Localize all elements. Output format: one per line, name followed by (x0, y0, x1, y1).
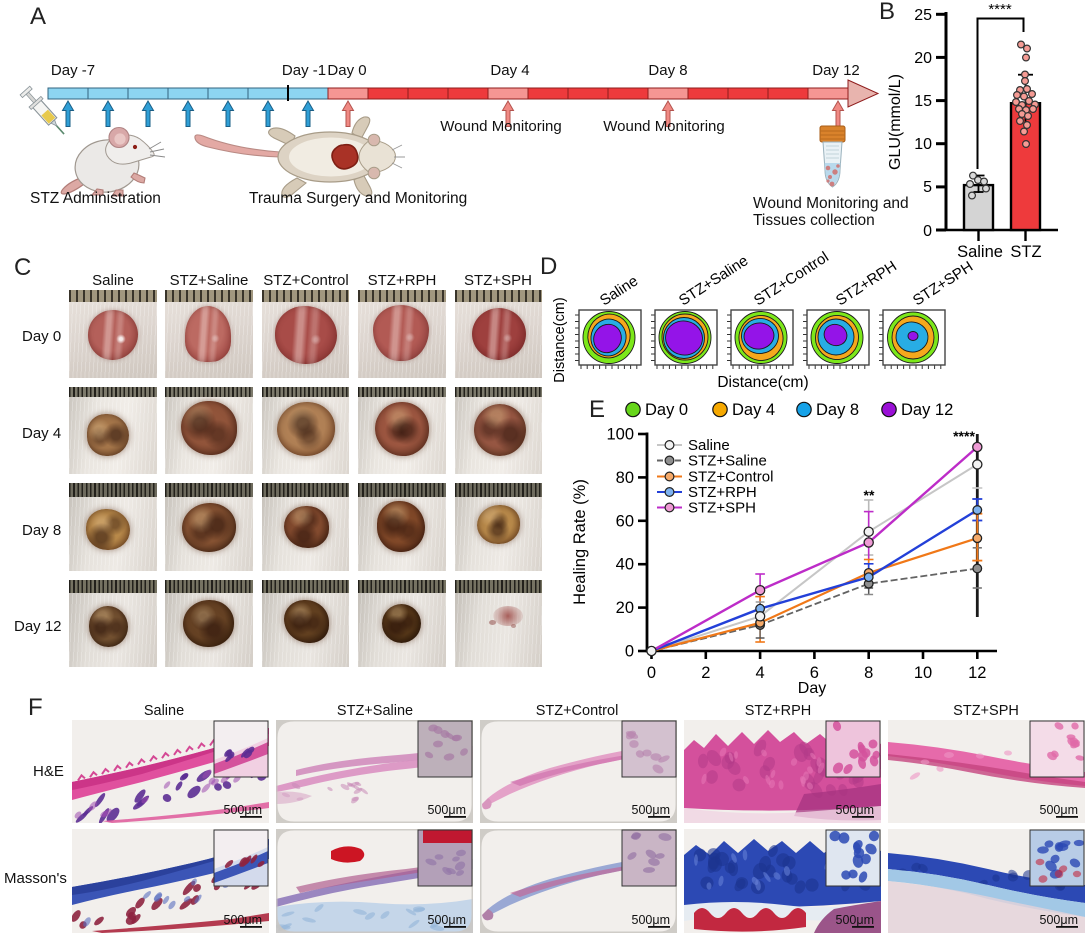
svg-text:STZ: STZ (1010, 243, 1041, 261)
svg-text:**: ** (864, 487, 875, 503)
svg-text:12: 12 (968, 664, 986, 682)
svg-text:8: 8 (864, 664, 873, 682)
svg-text:5: 5 (923, 179, 932, 196)
svg-text:****: **** (953, 428, 975, 444)
svg-text:Day 0: Day 0 (645, 401, 688, 419)
svg-text:500μm: 500μm (1040, 913, 1078, 927)
svg-text:Day 12: Day 12 (901, 401, 953, 419)
svg-text:20: 20 (914, 50, 932, 67)
svg-text:STZ+Saline: STZ+Saline (676, 252, 751, 309)
svg-text:4: 4 (756, 664, 765, 682)
svg-text:Distance(cm): Distance(cm) (717, 374, 808, 391)
svg-text:500μm: 500μm (428, 913, 466, 927)
svg-text:STZ+Saline: STZ+Saline (688, 453, 767, 470)
svg-text:500μm: 500μm (632, 803, 670, 817)
svg-text:500μm: 500μm (632, 913, 670, 927)
svg-text:500μm: 500μm (428, 803, 466, 817)
svg-text:Saline: Saline (688, 437, 730, 454)
svg-text:STZ+SPH: STZ+SPH (688, 500, 756, 517)
svg-text:500μm: 500μm (836, 803, 874, 817)
svg-text:STZ+RPH: STZ+RPH (833, 258, 900, 310)
svg-text:STZ+SPH: STZ+SPH (910, 258, 976, 309)
svg-text:Day: Day (798, 680, 826, 697)
svg-text:0: 0 (647, 664, 656, 682)
svg-text:6: 6 (810, 664, 819, 682)
svg-text:60: 60 (616, 512, 634, 530)
svg-text:GLU(mmol/L): GLU(mmol/L) (887, 74, 904, 170)
svg-text:500μm: 500μm (1040, 803, 1078, 817)
svg-text:10: 10 (914, 136, 932, 153)
svg-text:STZ+RPH: STZ+RPH (688, 484, 757, 501)
svg-text:STZ+Control: STZ+Control (688, 469, 773, 486)
svg-text:25: 25 (914, 7, 932, 24)
svg-text:0: 0 (923, 223, 932, 240)
svg-text:80: 80 (616, 469, 634, 487)
svg-text:500μm: 500μm (224, 913, 262, 927)
svg-text:2: 2 (701, 664, 710, 682)
svg-text:STZ+Control: STZ+Control (751, 249, 832, 310)
svg-text:15: 15 (914, 93, 932, 110)
svg-text:40: 40 (616, 556, 634, 574)
svg-text:500μm: 500μm (224, 803, 262, 817)
svg-text:Distance(cm): Distance(cm) (552, 297, 568, 382)
svg-text:Day 4: Day 4 (732, 401, 775, 419)
svg-text:20: 20 (616, 599, 634, 617)
svg-text:Saline: Saline (597, 272, 641, 309)
svg-text:0: 0 (625, 643, 634, 661)
svg-text:Healing Rate (%): Healing Rate (%) (571, 479, 589, 605)
svg-text:****: **** (988, 1, 1012, 18)
svg-text:10: 10 (914, 664, 932, 682)
svg-text:500μm: 500μm (836, 913, 874, 927)
svg-text:Saline: Saline (957, 243, 1003, 261)
svg-text:Day 8: Day 8 (816, 401, 859, 419)
svg-text:100: 100 (606, 426, 634, 444)
